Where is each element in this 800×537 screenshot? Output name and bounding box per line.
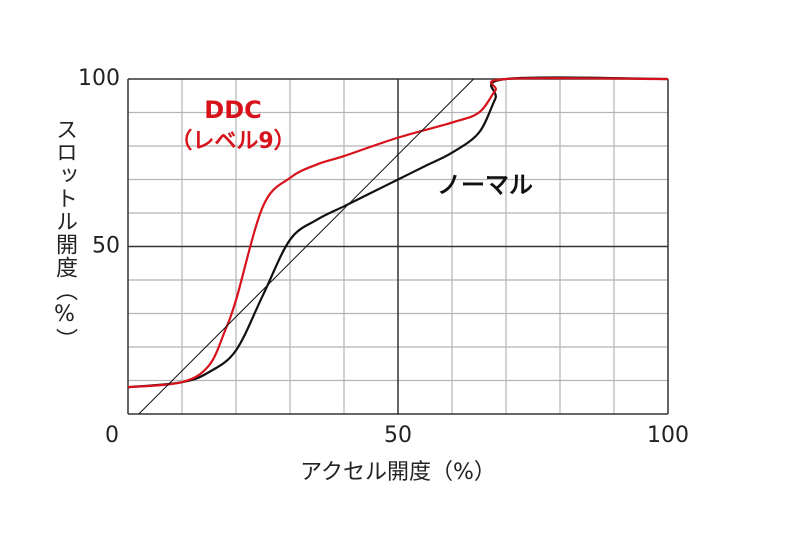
y-tick-label: 50 [92, 234, 120, 259]
x-axis-label: アクセル開度（%） [300, 460, 496, 485]
x-tick-label: 100 [647, 423, 689, 448]
reference-line [138, 78, 474, 415]
series-label: （レベル9） [170, 129, 295, 154]
x-tick-label: 0 [105, 423, 119, 448]
y-tick-label: 100 [78, 66, 120, 91]
x-tick-label: 50 [384, 423, 412, 448]
y-axis-label: スロットル開度（%） [52, 118, 77, 351]
series-line [127, 77, 669, 389]
series-label: ノーマル [437, 171, 533, 199]
series-line [127, 76, 669, 389]
series-label: DDC [204, 96, 261, 124]
